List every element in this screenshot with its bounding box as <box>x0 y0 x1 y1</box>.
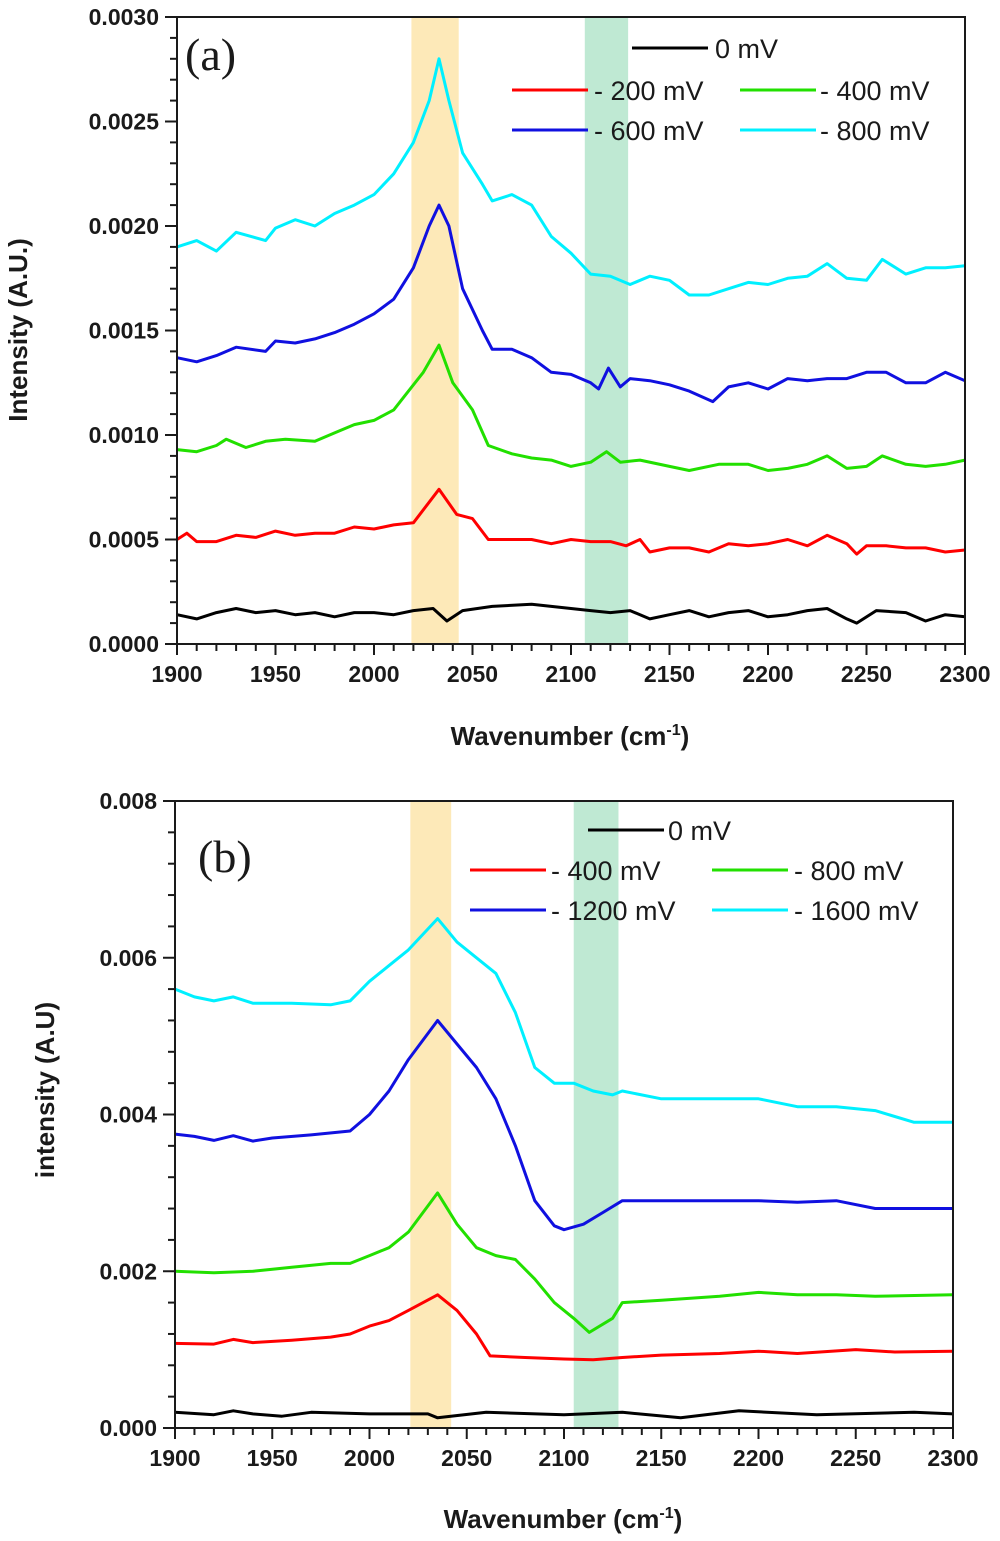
legend-label: - 400 mV <box>551 856 661 886</box>
x-tick-label: 1900 <box>149 1445 200 1471</box>
x-axis-title: Wavenumber (cm-1) <box>451 721 690 751</box>
x-tick-label: 2150 <box>644 661 695 687</box>
y-tick-label: 0.0030 <box>89 4 159 30</box>
highlight-band <box>410 801 452 1428</box>
legend-label: - 800 mV <box>794 856 904 886</box>
legend: 0 mV- 400 mV - 800 mV - 1200 mV - 1600 mV <box>470 816 919 926</box>
y-tick-label: 0.0010 <box>89 422 159 448</box>
series-line <box>174 1191 954 1334</box>
panel-a: 1900 1950 2000 2050 2100 2150 2200 2250 2300 0.00… <box>3 4 991 751</box>
legend: 0 mV - 200 mV - 400 mV - 600 mV - 800 mV <box>512 34 930 146</box>
y-tick-label: 0.0025 <box>89 109 160 135</box>
x-tick-label: 2050 <box>447 661 498 687</box>
x-tick-label: 2000 <box>348 661 399 687</box>
series-line <box>176 487 966 556</box>
x-tick-label: 2000 <box>344 1445 395 1471</box>
x-tick-label: 2300 <box>927 1445 978 1471</box>
legend-label: - 1200 mV <box>551 896 676 926</box>
series-line <box>174 917 953 1124</box>
x-axis-title-superscript: -1 <box>659 1505 673 1522</box>
legend-label: - 400 mV <box>820 76 930 106</box>
y-tick-label: 0.0005 <box>89 527 160 553</box>
y-tick-label: 0.0015 <box>89 318 160 344</box>
x-axis-title-text: Wavenumber (cm <box>444 1504 660 1534</box>
y-tick-label: 0.002 <box>99 1258 157 1284</box>
x-tick-label: 2200 <box>733 1445 784 1471</box>
series-line <box>176 602 966 625</box>
x-axis-title-close: ) <box>674 1504 683 1534</box>
panel-label: (b) <box>198 831 252 882</box>
legend-label: - 800 mV <box>820 116 930 146</box>
legend-label: - 600 mV <box>594 116 704 146</box>
series-line <box>174 1293 954 1362</box>
x-tick-label: 2300 <box>939 661 990 687</box>
x-tick-label: 2100 <box>538 1445 589 1471</box>
series-line <box>174 1409 954 1420</box>
x-tick-label: 2150 <box>636 1445 687 1471</box>
series-line <box>174 1019 953 1232</box>
x-axis-title-text: Wavenumber (cm <box>451 721 667 751</box>
y-tick-label: 0.0020 <box>89 213 159 239</box>
panel-b: 1900 1950 2000 2050 2100 2150 2200 2250 2300 0.00… <box>30 788 979 1534</box>
x-tick-label: 2200 <box>742 661 793 687</box>
legend-label: - 1600 mV <box>794 896 919 926</box>
x-tick-label: 1950 <box>247 1445 298 1471</box>
x-tick-label: 2250 <box>841 661 892 687</box>
y-tick-label: 0.000 <box>99 1415 157 1441</box>
y-tick-label: 0.006 <box>99 945 157 971</box>
legend-label: - 200 mV <box>594 76 704 106</box>
y-tick-label: 0.004 <box>99 1102 157 1128</box>
legend-label: 0 mV <box>715 34 778 64</box>
legend-label: 0 mV <box>668 816 731 846</box>
x-axis-title-close: ) <box>681 721 690 751</box>
x-tick-label: 2050 <box>441 1445 492 1471</box>
plot-frame <box>176 16 966 645</box>
y-axis-title: Intensity (A.U.) <box>3 238 33 421</box>
series-line <box>176 203 966 404</box>
x-tick-label: 1900 <box>151 661 202 687</box>
x-tick-label: 2250 <box>830 1445 881 1471</box>
y-tick-label: 0.008 <box>99 788 157 814</box>
highlight-band <box>584 17 629 644</box>
y-axis-title: intensity (A.U) <box>30 1002 60 1178</box>
x-tick-label: 2100 <box>545 661 596 687</box>
series-line <box>176 343 966 472</box>
y-tick-label: 0.0000 <box>89 631 159 657</box>
highlight-band <box>411 17 459 644</box>
series-line <box>176 57 966 297</box>
x-axis-title: Wavenumber (cm-1) <box>444 1504 683 1534</box>
x-axis-title-superscript: -1 <box>666 722 680 739</box>
panel-label: (a) <box>185 29 236 80</box>
x-tick-label: 1950 <box>250 661 301 687</box>
